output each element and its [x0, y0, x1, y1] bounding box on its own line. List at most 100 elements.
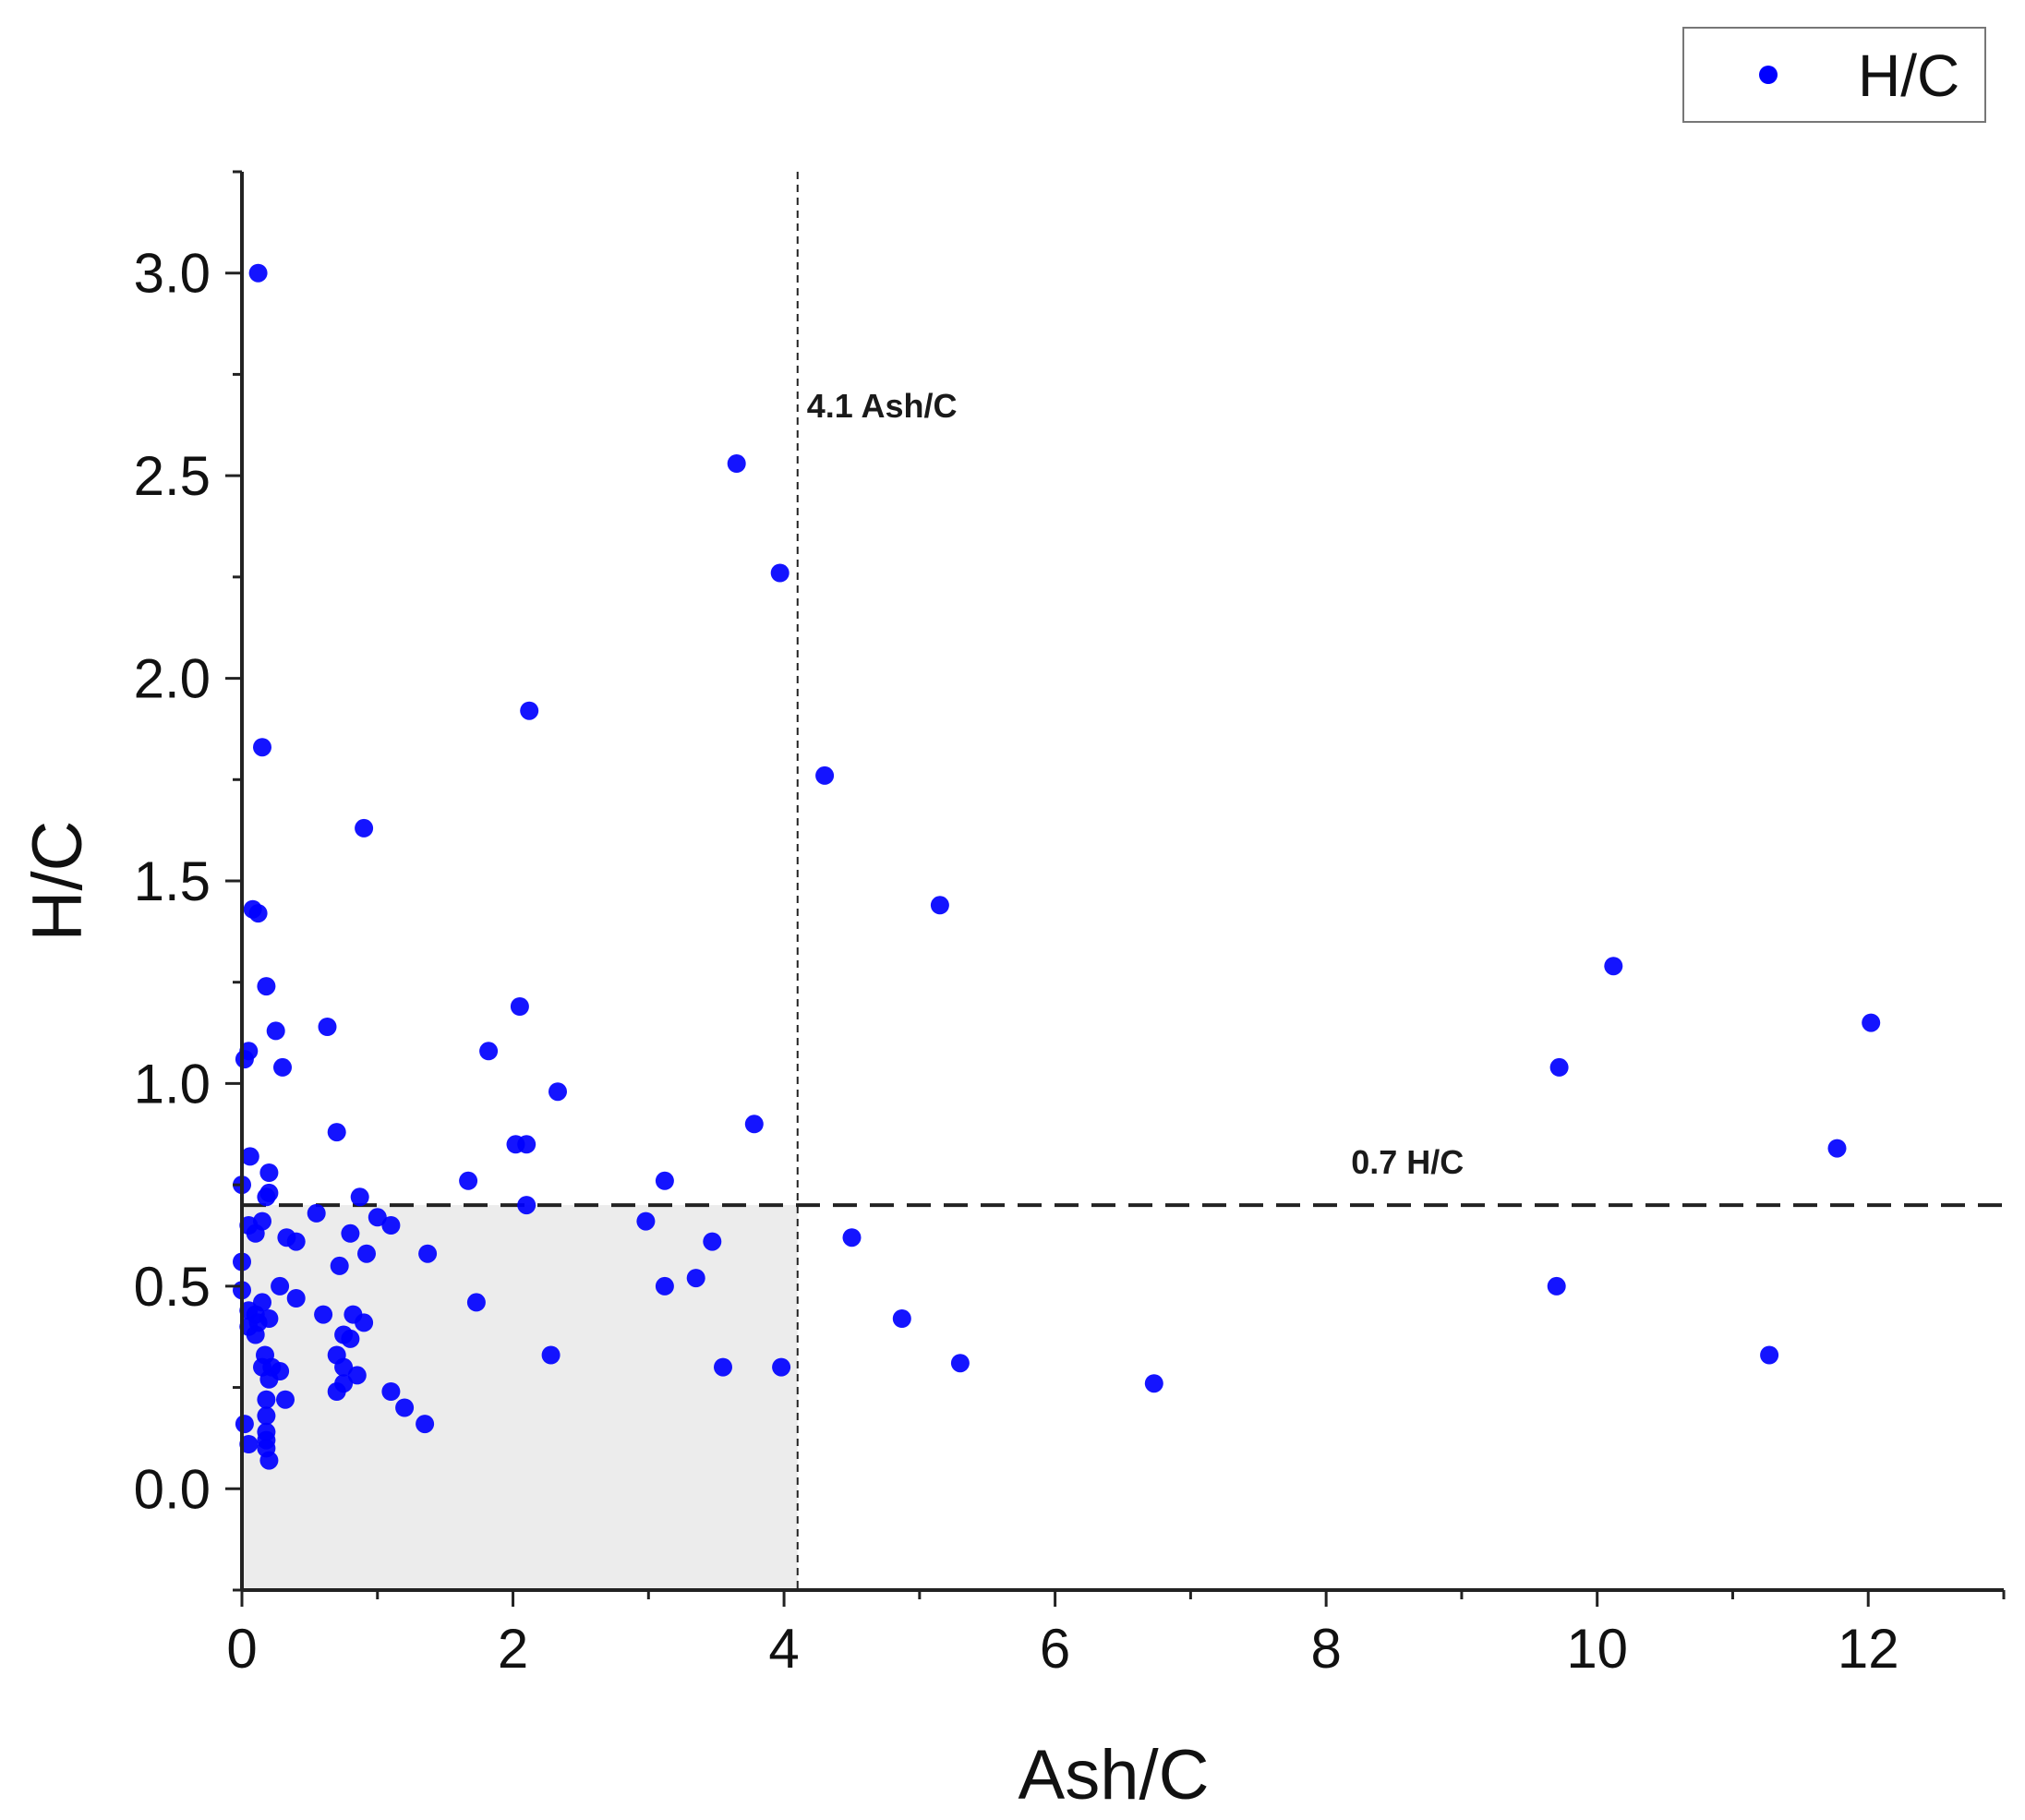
y-tick-label: 0.5 [134, 1256, 211, 1318]
legend-marker [1759, 66, 1778, 84]
x-axis-title: Ash/C [1019, 1736, 1210, 1814]
shaded-region [242, 1205, 798, 1590]
data-point [815, 765, 835, 785]
x-axis-ticks: 0 2 4 6 8 10 12 [226, 1590, 2006, 1680]
data-point [714, 1357, 732, 1377]
data-point [517, 1135, 536, 1154]
data-point [459, 1171, 478, 1190]
y-tick-label: 1.5 [134, 850, 211, 912]
data-point [510, 997, 529, 1016]
data-point [395, 1398, 415, 1417]
data-point [347, 1366, 367, 1385]
data-point [1862, 1013, 1881, 1032]
data-point [246, 1325, 265, 1344]
data-point [930, 896, 949, 915]
data-point [257, 1390, 276, 1409]
y-tick-label: 0.0 [134, 1458, 211, 1520]
data-point [257, 977, 276, 996]
data-point [240, 1147, 259, 1166]
data-point [307, 1203, 326, 1223]
y-tick-label: 1.0 [134, 1053, 211, 1115]
data-point [266, 1021, 285, 1041]
data-point [770, 563, 790, 583]
data-point [271, 1276, 290, 1296]
data-point [541, 1345, 560, 1365]
vertical-reference-label: 4.1 Ash/C [807, 387, 958, 425]
data-point [259, 1183, 279, 1202]
data-point [1547, 1276, 1566, 1296]
y-tick-label: 3.0 [134, 243, 211, 305]
data-point [842, 1228, 862, 1247]
data-point [368, 1208, 387, 1227]
data-point [341, 1329, 360, 1348]
data-point [239, 1435, 259, 1453]
y-tick-label: 2.0 [134, 648, 211, 710]
data-point [355, 1313, 374, 1332]
data-point [418, 1244, 438, 1263]
legend: H/C [1682, 27, 1986, 123]
y-axis-ticks: 0.0 0.5 1.0 1.5 2.0 2.5 3.0 [134, 170, 242, 1592]
data-point [1549, 1057, 1569, 1077]
data-point [517, 1196, 536, 1215]
data-point [235, 1050, 254, 1069]
data-point [314, 1305, 333, 1324]
data-point [686, 1269, 705, 1288]
data-point [466, 1293, 486, 1312]
data-point [327, 1123, 346, 1142]
data-point [520, 701, 539, 720]
data-point [318, 1018, 337, 1036]
data-point [259, 1451, 279, 1470]
data-point [357, 1244, 376, 1263]
x-tick-label: 10 [1566, 1618, 1628, 1680]
data-point [381, 1382, 401, 1401]
data-point [246, 1223, 265, 1243]
data-points [233, 263, 1881, 1470]
data-point [727, 454, 746, 473]
data-point [286, 1289, 306, 1308]
data-point [1144, 1374, 1163, 1393]
data-point [248, 904, 268, 923]
data-point [276, 1390, 295, 1409]
data-point [248, 263, 268, 283]
x-tick-label: 6 [1040, 1618, 1070, 1680]
data-point [350, 1187, 369, 1207]
data-point [548, 1082, 567, 1102]
data-point [330, 1256, 349, 1275]
y-tick-label: 2.5 [134, 445, 211, 507]
data-point [744, 1115, 764, 1134]
x-tick-label: 12 [1838, 1618, 1899, 1680]
data-point [479, 1042, 499, 1061]
legend-label: H/C [1858, 42, 1959, 109]
data-point [655, 1171, 674, 1190]
data-point [334, 1357, 354, 1377]
data-point [703, 1232, 722, 1251]
data-point [416, 1415, 435, 1434]
data-point [1604, 957, 1623, 976]
data-point [772, 1357, 791, 1377]
data-point [327, 1382, 346, 1401]
data-point [341, 1223, 360, 1243]
data-point [259, 1369, 279, 1389]
legend-box [1682, 27, 1986, 123]
data-point [655, 1276, 674, 1296]
data-point [892, 1309, 911, 1328]
data-point [286, 1232, 306, 1251]
x-tick-label: 4 [768, 1618, 799, 1680]
data-point [235, 1415, 254, 1434]
data-point [636, 1211, 656, 1231]
data-point [1827, 1139, 1847, 1158]
data-point [257, 1406, 276, 1426]
data-point [273, 1057, 292, 1077]
data-point [253, 738, 271, 757]
x-tick-label: 0 [226, 1618, 257, 1680]
data-point [950, 1354, 970, 1373]
x-tick-label: 8 [1310, 1618, 1341, 1680]
data-point [1760, 1345, 1779, 1365]
data-point [355, 818, 374, 838]
y-axis-title: H/C [18, 821, 97, 942]
x-tick-label: 2 [498, 1618, 528, 1680]
horizontal-reference-label: 0.7 H/C [1351, 1143, 1464, 1181]
data-point [381, 1216, 401, 1235]
data-point [259, 1163, 279, 1182]
